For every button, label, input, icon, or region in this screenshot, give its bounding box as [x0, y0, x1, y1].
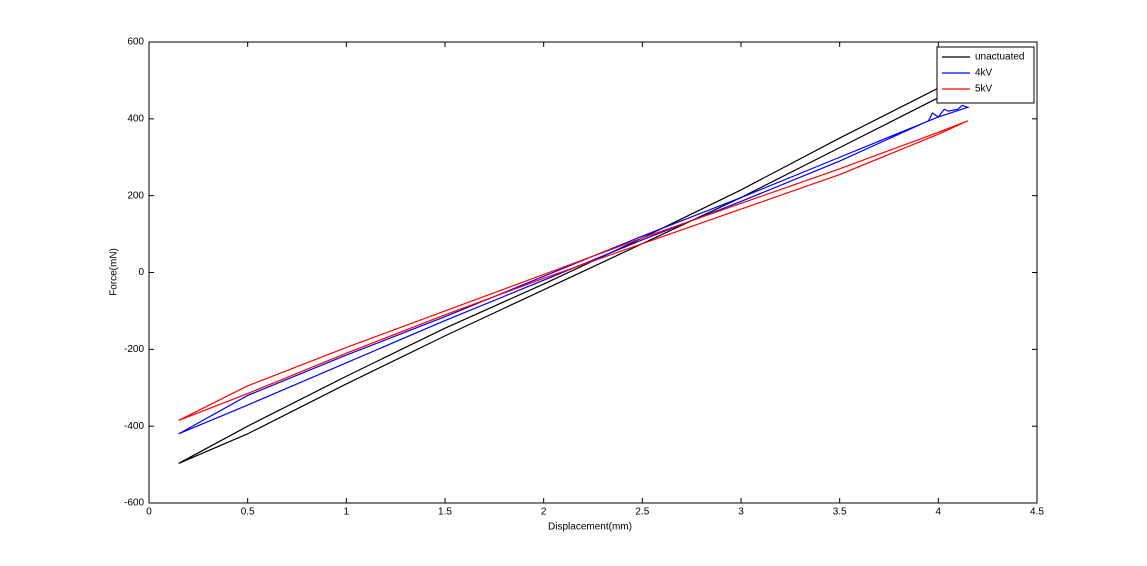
x-tick-label: 4.5: [1030, 507, 1044, 518]
x-tick-label: 2.5: [635, 507, 649, 518]
series-line: [178, 104, 970, 435]
y-tick-label: -200: [124, 344, 144, 355]
y-tick-label: 600: [127, 37, 144, 48]
series-line: [178, 120, 969, 421]
y-tick-label: 0: [138, 267, 144, 278]
series-line: [178, 77, 969, 464]
legend-box: [936, 46, 1035, 104]
x-tick-label: 2: [541, 507, 547, 518]
legend-label: 4kV: [975, 68, 993, 79]
x-tick-label: 4: [936, 507, 942, 518]
x-tick-label: 0.5: [241, 507, 255, 518]
x-axis-label: Displacement(mm): [548, 522, 632, 533]
y-tick-label: -400: [124, 421, 144, 432]
x-tick-label: 0: [146, 507, 152, 518]
legend: unactuated 4kV 5kV: [936, 46, 1035, 104]
x-tick-label: 3.5: [833, 507, 847, 518]
y-axis-label: Force(mN): [109, 248, 120, 296]
x-tick-label: 3: [738, 507, 744, 518]
x-tick-label: 1.5: [438, 507, 452, 518]
legend-label: 5kV: [975, 84, 993, 95]
legend-label: unactuated: [975, 52, 1025, 63]
y-tick-label: -600: [124, 498, 144, 509]
plot-frame: [148, 41, 1038, 504]
y-tick-label: 200: [127, 190, 144, 201]
y-tick-label: 400: [127, 113, 144, 124]
x-tick-label: 1: [344, 507, 350, 518]
